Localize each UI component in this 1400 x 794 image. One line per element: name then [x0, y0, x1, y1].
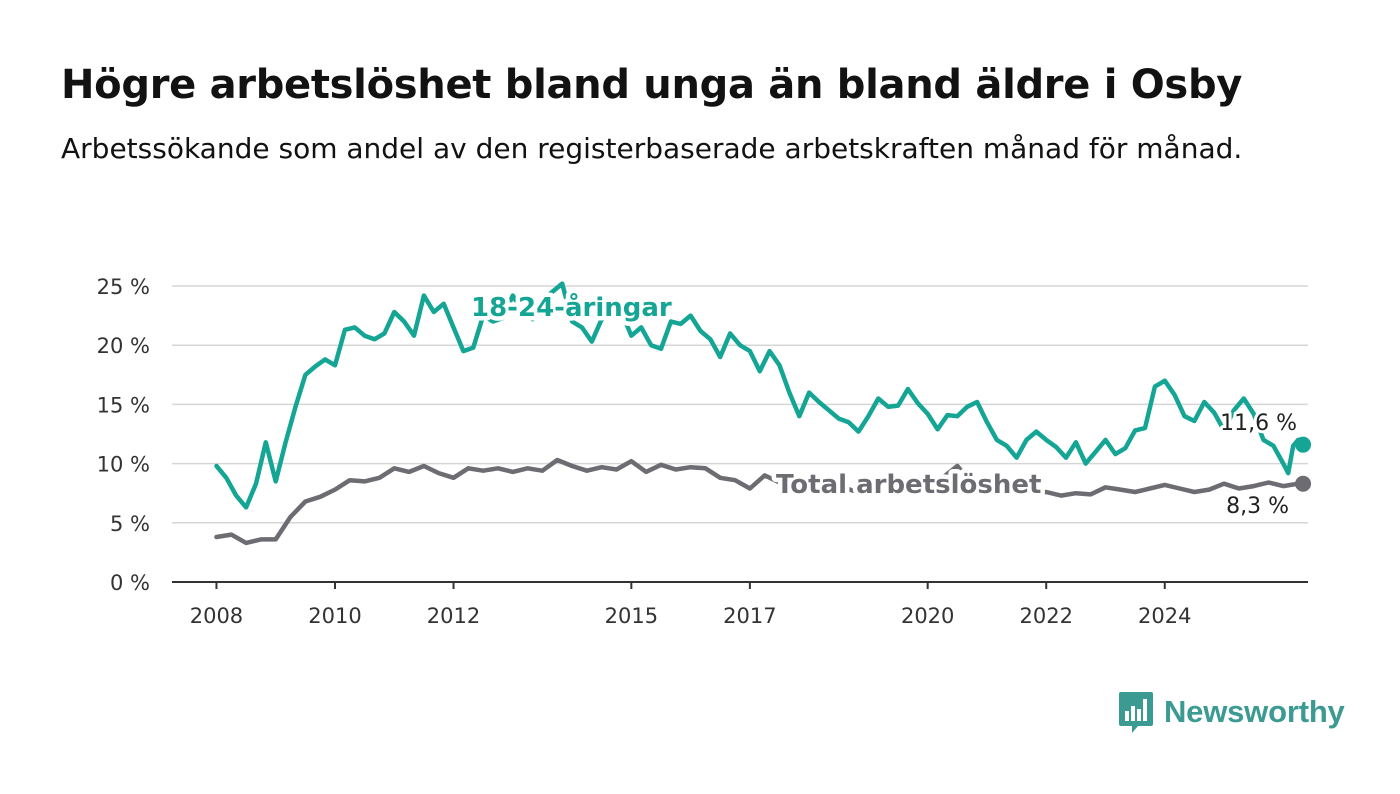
series-line-1 [214, 457, 1306, 546]
x-tick-label: 2022 [1019, 604, 1072, 628]
grid-lines [172, 285, 1308, 524]
series-end-dot-1 [1295, 475, 1312, 492]
x-tick-label: 2010 [308, 604, 361, 628]
y-tick-label: 15 % [97, 393, 150, 417]
x-tick-label: 2012 [427, 604, 480, 628]
newsworthy-logo[interactable]: Newsworthy [1118, 690, 1345, 734]
y-tick-label: 5 % [110, 512, 150, 536]
end-value-total-halo: 8,3 % [1226, 494, 1289, 519]
end-value-youth-halo: 11,6 % [1220, 411, 1297, 436]
series-line-0 [214, 281, 1306, 510]
series-label-total: Total arbetslöshet [776, 470, 1041, 500]
y-tick-label: 25 % [97, 275, 150, 299]
y-tick-label: 20 % [97, 334, 150, 358]
series-end-dot-0 [1295, 436, 1312, 453]
x-tick-label: 2008 [190, 604, 243, 628]
x-tick-label: 2017 [723, 604, 776, 628]
brand-name: Newsworthy [1164, 694, 1345, 729]
series-lines [214, 281, 1312, 546]
end-value-youth: 11,6 % [1220, 411, 1297, 436]
y-tick-label: 10 % [97, 453, 150, 477]
y-tick-label: 0 % [110, 571, 150, 595]
series-label-youth-halo: 18-24-åringar [471, 291, 672, 323]
chart-subtitle: Arbetssökande som andel av den registerb… [61, 132, 1243, 165]
x-tick-label: 2015 [605, 604, 658, 628]
bar-chart-speech-icon [1119, 692, 1153, 733]
x-axis: 2008 2010 2012 2015 2017 2020 2022 2024 [172, 581, 1308, 628]
x-tick-label: 2024 [1138, 604, 1191, 628]
series-label-total-halo: Total arbetslöshet [776, 470, 1041, 500]
y-axis-labels: 0 % 5 % 10 % 15 % 20 % 25 % [97, 275, 150, 595]
end-value-total: 8,3 % [1226, 494, 1289, 519]
x-tick-label: 2020 [901, 604, 954, 628]
series-label-youth: 18-24-åringar [471, 291, 672, 323]
chart-title: Högre arbetslöshet bland unga än bland ä… [61, 62, 1243, 108]
